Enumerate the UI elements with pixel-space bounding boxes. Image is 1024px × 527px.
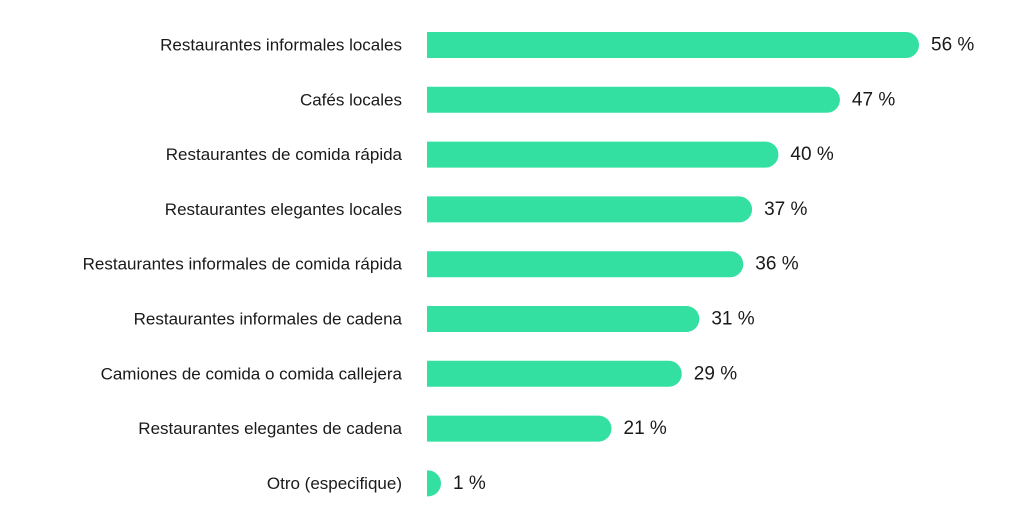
- category-label: Restaurantes elegantes de cadena: [138, 419, 402, 438]
- bar: [427, 306, 700, 332]
- bars-layer: Restaurantes informales locales 56 % Cafés…: [83, 32, 974, 497]
- category-label: Restaurantes informales locales: [160, 36, 402, 55]
- bar: [427, 415, 612, 442]
- bar: [427, 470, 441, 497]
- category-label: Restaurantes de comida rápida: [166, 145, 403, 164]
- category-label: Restaurantes elegantes locales: [165, 200, 402, 219]
- bar: [427, 360, 682, 387]
- category-label: Otro (especifique): [267, 474, 402, 493]
- category-label: Cafés locales: [300, 90, 402, 109]
- bar: [427, 141, 779, 168]
- bar: [427, 196, 753, 223]
- value-label: 29 %: [694, 363, 737, 384]
- category-label: Restaurantes informales de comida rápida: [83, 255, 403, 274]
- value-label: 56 %: [931, 35, 974, 56]
- value-label: 40 %: [790, 144, 833, 165]
- bar: [427, 32, 919, 58]
- value-label: 36 %: [755, 254, 798, 275]
- bar: [427, 251, 744, 278]
- category-label: Restaurantes informales de cadena: [134, 310, 403, 329]
- bar: [427, 86, 840, 113]
- value-label: 31 %: [711, 309, 754, 330]
- value-label: 21 %: [624, 418, 667, 439]
- value-label: 47 %: [852, 89, 895, 110]
- value-label: 37 %: [764, 199, 807, 220]
- category-label: Camiones de comida o comida callejera: [101, 364, 403, 383]
- value-label: 1 %: [453, 473, 486, 494]
